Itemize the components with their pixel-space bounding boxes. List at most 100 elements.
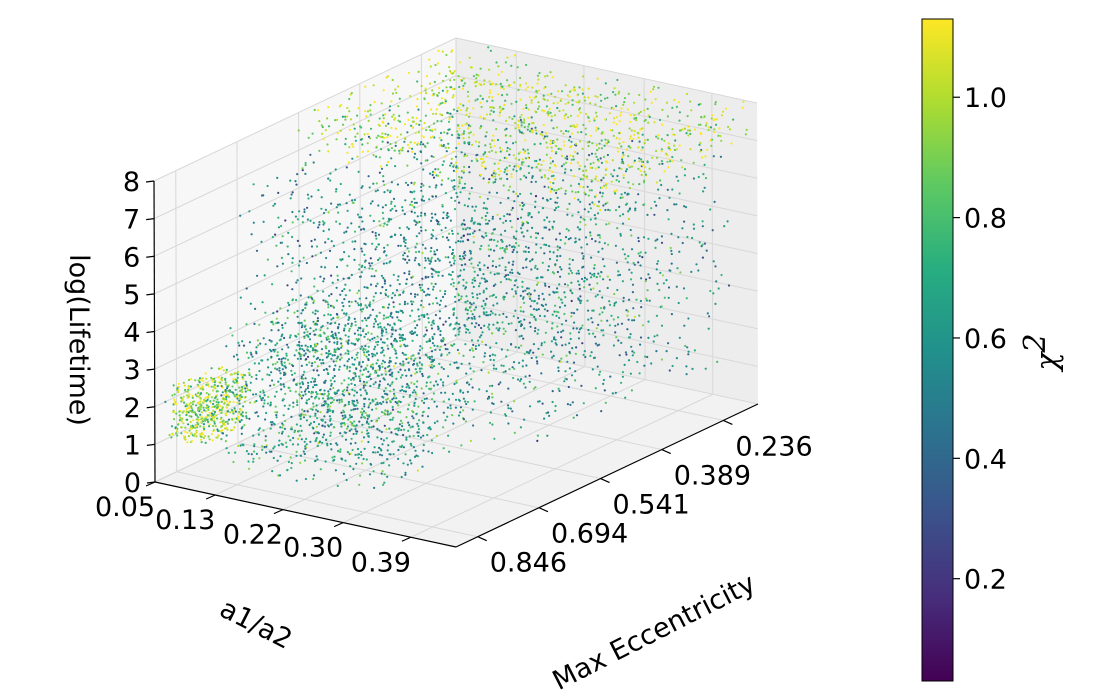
data-point <box>401 339 404 342</box>
data-point <box>389 189 392 192</box>
data-point <box>471 281 474 284</box>
data-point <box>629 372 633 375</box>
data-point <box>414 256 417 260</box>
data-point <box>198 433 201 436</box>
data-point <box>427 276 430 279</box>
data-point <box>176 430 179 433</box>
data-point <box>482 273 485 276</box>
data-point <box>612 91 615 94</box>
data-point <box>428 198 431 201</box>
data-point <box>329 442 332 446</box>
data-point <box>234 388 237 391</box>
data-point <box>385 398 388 401</box>
data-point <box>444 347 447 351</box>
data-point <box>245 323 248 326</box>
data-point <box>217 401 220 404</box>
data-point <box>221 406 224 409</box>
data-point <box>350 378 353 381</box>
data-point <box>411 391 414 394</box>
data-point <box>380 462 383 465</box>
data-point <box>476 274 479 277</box>
data-point <box>608 209 612 212</box>
data-point <box>274 344 277 347</box>
data-point <box>377 386 380 390</box>
data-point <box>414 246 417 249</box>
data-point <box>367 175 370 178</box>
data-point <box>380 351 383 354</box>
data-point <box>274 362 277 365</box>
data-point <box>406 302 409 305</box>
data-point <box>463 257 466 260</box>
data-point <box>280 224 283 228</box>
data-point <box>479 173 483 176</box>
data-point <box>322 361 325 365</box>
data-point <box>297 344 300 347</box>
data-point <box>593 275 596 278</box>
data-point <box>240 395 243 399</box>
data-point <box>309 440 312 443</box>
data-point <box>291 443 295 446</box>
data-point <box>744 133 748 136</box>
data-point <box>485 390 488 393</box>
data-point <box>509 407 512 410</box>
data-point <box>595 276 598 279</box>
data-point <box>316 417 319 420</box>
data-point <box>184 430 187 433</box>
data-point <box>300 277 303 280</box>
data-point <box>327 313 330 316</box>
data-point <box>484 218 487 221</box>
data-point <box>418 361 421 364</box>
data-point <box>552 220 556 223</box>
data-point <box>512 295 515 298</box>
data-point <box>186 441 189 444</box>
data-point <box>207 408 210 411</box>
data-point <box>574 191 577 194</box>
data-point <box>307 296 310 299</box>
data-point <box>529 297 532 300</box>
data-point <box>712 119 715 122</box>
data-point <box>325 356 328 359</box>
data-point <box>459 103 462 106</box>
data-point <box>335 299 338 302</box>
data-point <box>698 143 701 146</box>
data-point <box>596 77 599 80</box>
data-point <box>372 451 375 454</box>
data-point <box>173 393 176 396</box>
data-point <box>519 306 522 309</box>
data-point <box>453 179 456 182</box>
data-point <box>170 436 173 439</box>
data-point <box>639 251 642 254</box>
data-point <box>189 420 192 424</box>
data-point <box>615 123 618 126</box>
data-point <box>415 371 418 374</box>
data-point <box>582 255 585 258</box>
grid-line-z-back <box>456 225 758 292</box>
data-point <box>602 132 605 135</box>
data-point <box>368 137 372 140</box>
data-point <box>640 173 643 177</box>
data-point <box>191 396 194 399</box>
data-point <box>505 245 508 248</box>
data-point <box>369 365 373 368</box>
data-point <box>381 286 384 289</box>
data-point <box>255 377 258 380</box>
data-point <box>359 369 362 372</box>
data-point <box>330 357 333 360</box>
data-point <box>315 455 318 458</box>
data-point <box>355 399 359 402</box>
data-point <box>507 261 510 264</box>
data-point <box>349 420 352 424</box>
data-point <box>325 336 328 339</box>
data-point <box>716 360 719 363</box>
data-point <box>394 141 397 144</box>
data-point <box>337 326 340 329</box>
data-point <box>474 85 477 88</box>
data-point <box>456 348 459 352</box>
data-point <box>488 219 491 222</box>
data-point <box>397 429 400 432</box>
data-point <box>344 334 347 337</box>
data-point <box>178 410 181 413</box>
data-point <box>356 351 359 354</box>
data-point <box>382 89 385 92</box>
data-point <box>496 272 499 275</box>
